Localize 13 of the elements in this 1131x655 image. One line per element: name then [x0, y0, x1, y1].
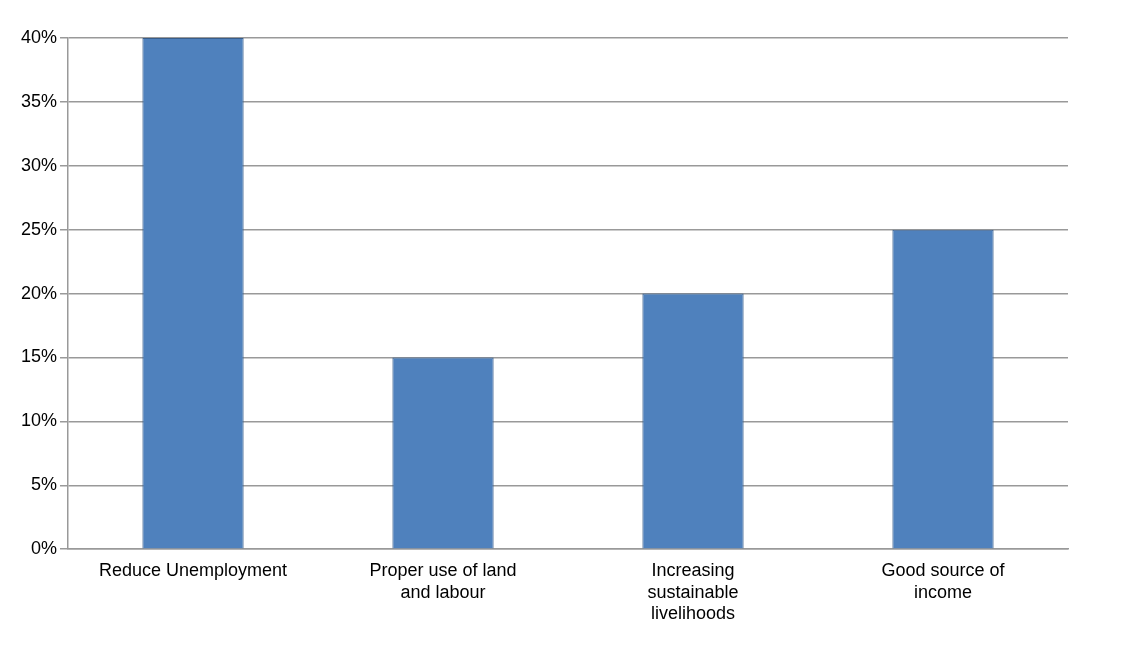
- y-tick-label: 0%: [31, 538, 58, 559]
- y-tick-label: 35%: [21, 90, 58, 111]
- y-tick-label: 30%: [21, 154, 58, 175]
- x-tick-label: Proper use of land and labour: [369, 559, 517, 602]
- x-tick-label: Increasing sustainable livelihoods: [647, 559, 739, 624]
- y-tick-label: 40%: [21, 26, 58, 47]
- y-tick-label: 25%: [21, 218, 58, 239]
- x-tick-label: Reduce Unemployment: [98, 559, 288, 580]
- y-tick-label: 15%: [21, 346, 58, 367]
- y-tick-label: 20%: [21, 282, 58, 303]
- y-tick-label: 10%: [21, 410, 58, 431]
- x-tick-label: Good source of income: [881, 559, 1006, 602]
- y-tick-label: 5%: [31, 474, 58, 495]
